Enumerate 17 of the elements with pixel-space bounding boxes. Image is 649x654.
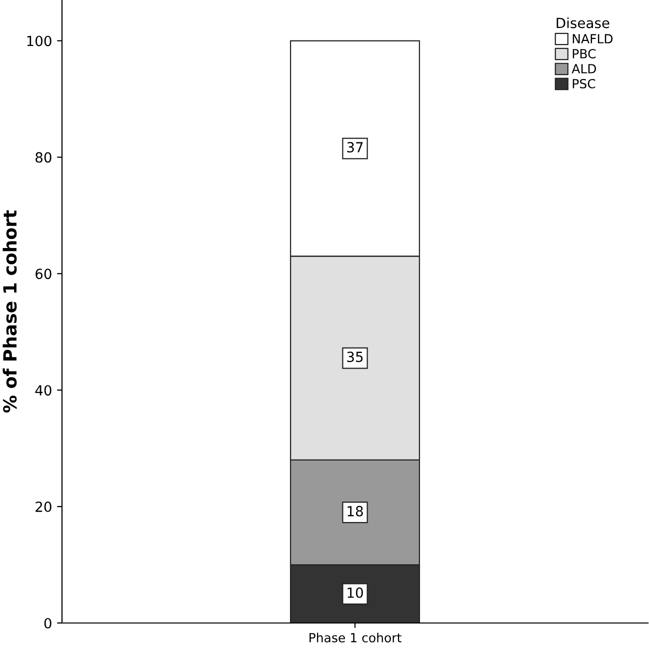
legend-label: ALD xyxy=(572,64,596,74)
y-tick-label: 40 xyxy=(35,385,52,396)
y-tick-label: 100 xyxy=(27,36,52,46)
legend-label: PSC xyxy=(572,78,596,88)
y-tick-label: 20 xyxy=(36,502,52,512)
legend-title: Disease xyxy=(556,17,610,28)
y-axis-title: % of Phase 1 cohort xyxy=(2,210,17,413)
data-label: 35 xyxy=(347,352,363,362)
data-label: 37 xyxy=(347,142,363,152)
legend-label: NAFLD xyxy=(572,34,613,44)
y-tick-label: 0 xyxy=(44,618,52,628)
legend-label: PBC xyxy=(572,48,596,58)
data-label: 18 xyxy=(348,506,363,516)
y-tick-label: 80 xyxy=(36,152,52,163)
x-tick-label: Phase 1 cohort xyxy=(310,632,402,642)
data-label: 10 xyxy=(348,587,363,598)
y-tick-label: 60 xyxy=(36,268,52,280)
